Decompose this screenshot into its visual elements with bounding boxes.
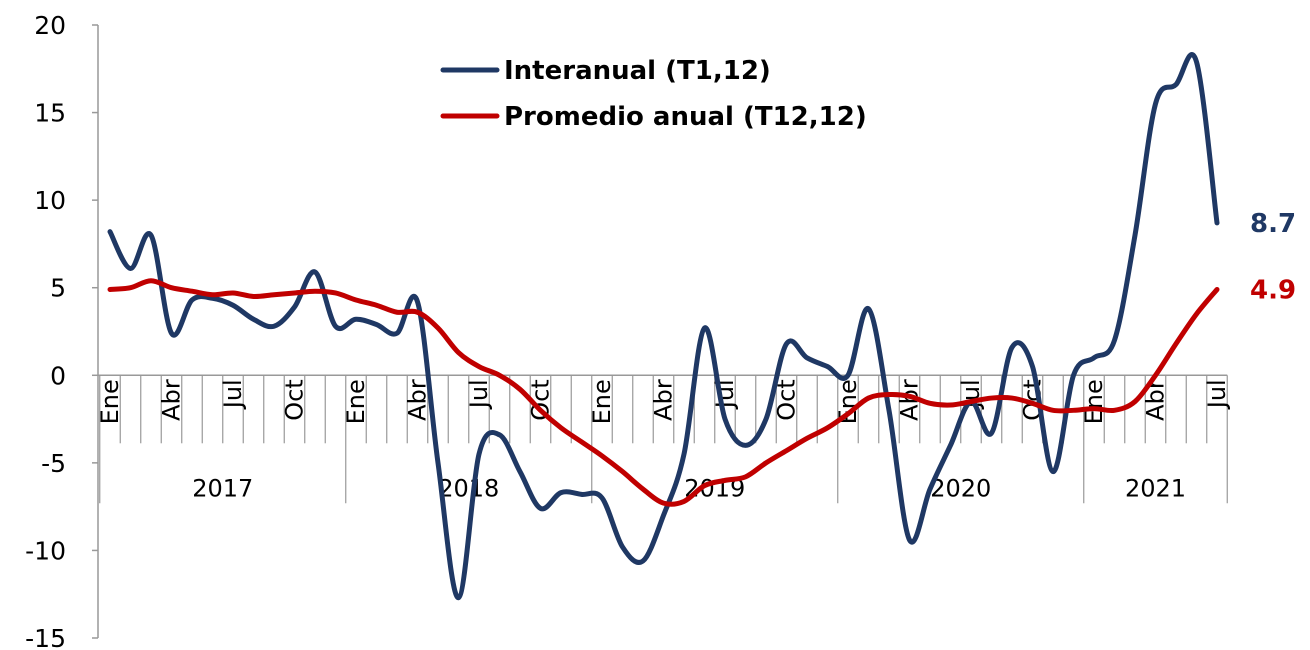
legend-label: Promedio anual (T12,12) xyxy=(504,102,867,132)
x-tick-label: Ene xyxy=(588,379,616,424)
y-tick-label: -15 xyxy=(25,624,66,650)
legend-label: Interanual (T1,12) xyxy=(504,56,771,86)
x-tick-label: Abr xyxy=(158,379,186,421)
x-tick-label: Ene xyxy=(1080,379,1108,424)
line-series xyxy=(107,52,1220,601)
y-tick-label: 20 xyxy=(34,11,66,40)
y-tick-label: 0 xyxy=(50,361,66,390)
y-tick-label: -5 xyxy=(41,449,66,478)
y-tick-label: 15 xyxy=(34,99,66,128)
year-label: 2017 xyxy=(192,474,253,502)
x-tick-label: Jul xyxy=(465,379,493,410)
line-series xyxy=(107,278,1220,507)
x-tick-label: Jul xyxy=(711,379,739,410)
x-tick-label: Abr xyxy=(650,379,678,421)
y-tick-label: -10 xyxy=(25,536,66,565)
x-tick-label: Ene xyxy=(834,379,862,424)
year-label: 2021 xyxy=(1125,474,1186,502)
end-label: 8.7 xyxy=(1250,209,1296,239)
x-tick-label: Jul xyxy=(219,379,247,410)
x-tick-label: Oct xyxy=(281,379,309,421)
y-tick-label: 10 xyxy=(34,186,66,215)
y-tick-label: 5 xyxy=(50,274,66,303)
end-label: 4.9 xyxy=(1250,275,1296,305)
year-label: 2020 xyxy=(930,474,991,502)
x-tick-label: Jul xyxy=(1203,379,1231,410)
year-label: 2018 xyxy=(438,474,499,502)
x-tick-label: Ene xyxy=(342,379,370,424)
x-tick-label: Ene xyxy=(96,379,124,424)
